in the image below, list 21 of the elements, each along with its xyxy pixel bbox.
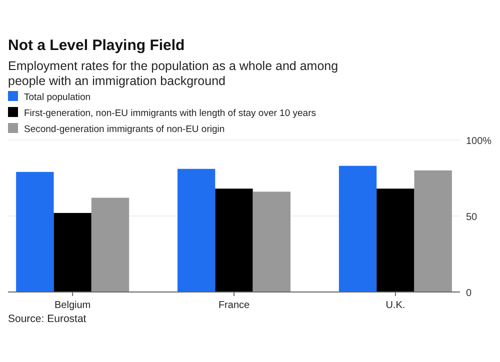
bar: [91, 198, 130, 292]
x-tick-label: France: [218, 300, 250, 311]
bar: [215, 188, 253, 292]
x-tick-label: Belgium: [54, 300, 91, 311]
y-tick-label: 100%: [466, 136, 492, 147]
source-note: Source: Eurostat: [8, 313, 86, 325]
chart-title: Not a Level Playing Field: [8, 37, 185, 54]
y-tick-label: 0: [466, 288, 472, 299]
bar: [252, 192, 290, 292]
legend-label: Second-generation immigrants of non-EU origin: [24, 124, 225, 135]
bar: [16, 172, 54, 292]
bar: [54, 212, 92, 292]
chart-subtitle: Employment rates for the population as a whole and among people with an immigration background: [8, 59, 338, 88]
bar: [338, 166, 377, 292]
legend-label: Total population: [24, 92, 91, 103]
legend-label: First-generation, non-EU immigrants with length of stay over 10 years: [24, 108, 316, 119]
bar: [178, 168, 216, 292]
y-tick-label: 50: [466, 212, 478, 223]
bar: [414, 170, 452, 292]
x-tick-label: U.K.: [386, 300, 406, 311]
bar: [376, 188, 414, 292]
